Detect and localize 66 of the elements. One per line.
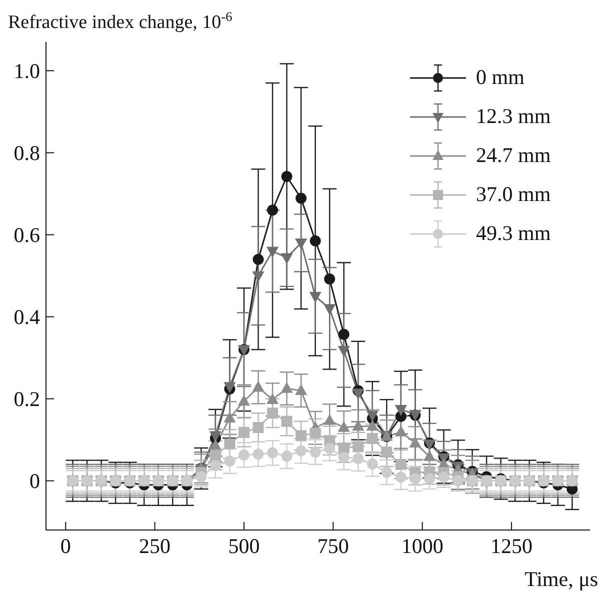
x-axis-title: Time, μs <box>524 567 598 591</box>
point <box>252 448 264 460</box>
point <box>280 382 293 393</box>
x-tick-label: 1250 <box>490 534 533 558</box>
point <box>338 420 350 432</box>
point <box>252 271 264 282</box>
point <box>267 408 278 419</box>
point <box>281 416 292 427</box>
point <box>210 460 221 472</box>
point <box>266 392 279 404</box>
point <box>394 425 407 436</box>
point <box>295 238 308 250</box>
point <box>252 254 264 265</box>
point <box>394 405 407 416</box>
point <box>352 388 364 400</box>
point <box>324 442 336 454</box>
point <box>252 380 264 392</box>
y-tick-label: 0.6 <box>14 223 40 248</box>
point <box>452 475 464 486</box>
point <box>338 328 350 340</box>
point <box>438 472 450 483</box>
point <box>338 346 350 357</box>
y-tick-label: 0.4 <box>14 305 40 330</box>
point <box>267 447 278 458</box>
point <box>381 466 392 478</box>
point <box>252 422 264 433</box>
y-tick-label: 0 <box>30 469 40 494</box>
x-tick-label: 250 <box>139 534 171 558</box>
x-tick-label: 500 <box>228 534 260 558</box>
y-tick-label: 1.0 <box>14 59 40 84</box>
point <box>395 472 406 483</box>
point <box>224 438 236 450</box>
point <box>238 426 250 438</box>
point <box>267 204 278 216</box>
point <box>324 414 336 425</box>
point <box>296 192 307 204</box>
point <box>209 438 222 450</box>
point <box>295 384 308 395</box>
y-tick-label: 0.2 <box>14 387 40 412</box>
y-tick-label: 0.8 <box>14 141 40 166</box>
x-tick-label: 0 <box>60 534 71 558</box>
point <box>238 394 250 406</box>
point <box>238 449 250 460</box>
point <box>266 246 279 258</box>
point <box>324 274 336 285</box>
legend-label: 24.7 mm <box>476 143 551 168</box>
legend-label: 37.0 mm <box>476 182 551 207</box>
point <box>196 471 207 482</box>
x-tick-label: 1000 <box>401 534 444 558</box>
legend-label: 0 mm <box>476 65 524 90</box>
y-axis-title: Refractive index change, 10$^{-6}$ <box>8 8 233 33</box>
point <box>280 253 293 264</box>
point <box>310 235 321 246</box>
point <box>366 420 378 431</box>
point <box>281 171 292 182</box>
point <box>366 458 378 470</box>
point <box>309 292 322 303</box>
point <box>281 450 292 462</box>
point <box>224 456 236 467</box>
point <box>210 450 221 461</box>
point <box>381 446 392 458</box>
point <box>324 304 336 316</box>
x-tick-label: 750 <box>317 534 349 558</box>
point <box>409 436 422 448</box>
legend-label: 49.3 mm <box>476 221 551 246</box>
legend-label: 12.3 mm <box>476 104 551 129</box>
